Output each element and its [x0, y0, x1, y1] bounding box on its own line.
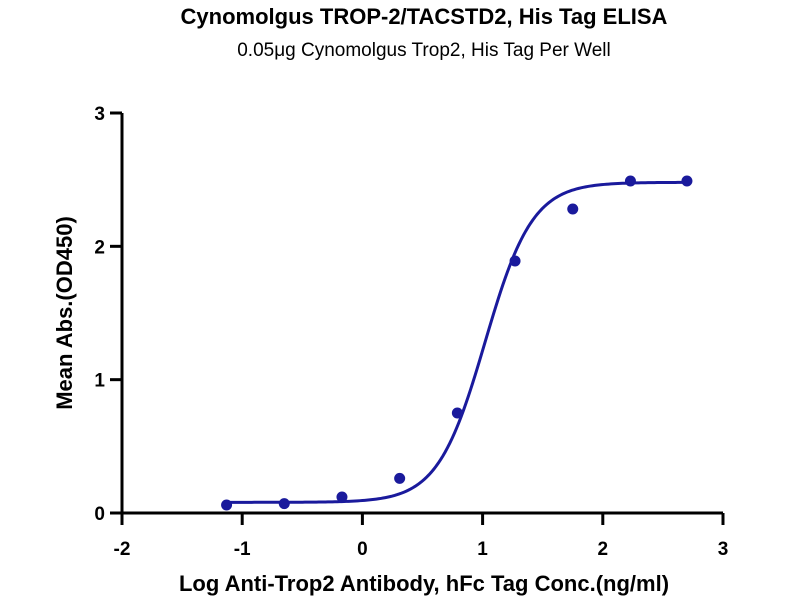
axes	[120, 113, 723, 515]
data-point	[681, 175, 693, 187]
x-tick-label: 0	[357, 539, 368, 560]
y-axis-ticks: 0 1 2 3	[94, 104, 122, 525]
chart-subtitle: 0.05μg Cynomolgus Trop2, His Tag Per Wel…	[237, 40, 611, 61]
fit-curve-group	[226, 180, 687, 504]
y-tick-label: 1	[94, 371, 105, 392]
data-point	[336, 491, 348, 503]
x-axis-ticks: -2 -1 0 1 2 3	[114, 513, 729, 560]
x-tick-label: 3	[718, 539, 729, 560]
data-point	[624, 175, 636, 187]
data-point	[567, 203, 579, 215]
data-point	[394, 472, 406, 484]
data-point	[278, 498, 290, 510]
data-point	[451, 407, 463, 419]
x-tick-label: 1	[477, 539, 488, 560]
data-point	[509, 255, 521, 267]
y-axis-label: Mean Abs.(OD450)	[52, 216, 77, 410]
data-points	[221, 175, 693, 511]
x-tick-label: 2	[598, 539, 609, 560]
x-tick-label: -1	[234, 539, 251, 560]
fit-curve	[226, 180, 687, 504]
y-tick-label: 3	[94, 104, 105, 125]
y-tick-label: 2	[94, 237, 105, 258]
chart-title: Cynomolgus TROP-2/TACSTD2, His Tag ELISA	[181, 4, 668, 29]
x-tick-label: -2	[114, 539, 131, 560]
x-axis-label: Log Anti-Trop2 Antibody, hFc Tag Conc.(n…	[179, 571, 669, 596]
y-tick-label: 0	[94, 504, 105, 525]
data-point	[221, 499, 233, 511]
